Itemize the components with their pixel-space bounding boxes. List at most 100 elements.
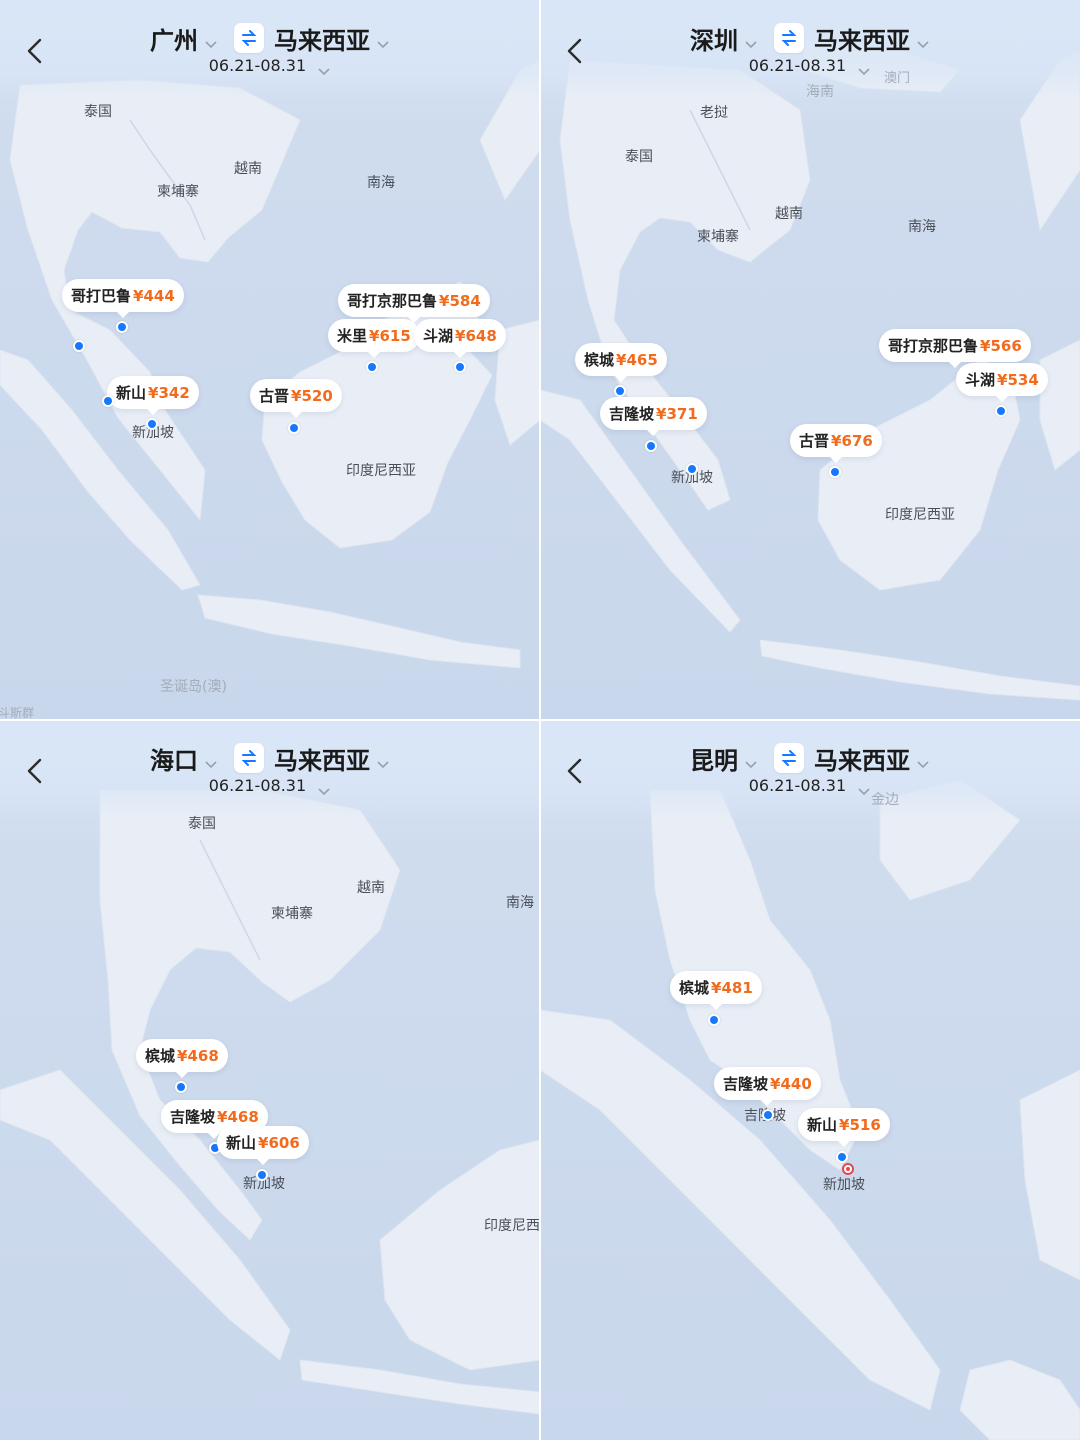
- price-pin[interactable]: 斗湖 ¥648: [414, 319, 506, 358]
- price-pin[interactable]: 哥打京那巴鲁 ¥566: [879, 329, 1031, 368]
- place-label: 新加坡: [243, 1176, 285, 1192]
- swap-button[interactable]: [774, 23, 804, 53]
- place-label: 南海: [367, 175, 395, 191]
- pin-city: 古晋: [799, 432, 830, 450]
- destination-country[interactable]: 马来西亚: [274, 746, 370, 775]
- back-button[interactable]: [24, 36, 50, 68]
- map-panel-shenzhen[interactable]: 深圳 马来西亚 06.21-08.31 海南 澳门 老挝 泰国 越南 柬埔寨 南…: [540, 0, 1080, 720]
- pin-price: ¥566: [980, 336, 1022, 355]
- price-pin[interactable]: 斗湖 ¥534: [956, 363, 1048, 402]
- price-pin[interactable]: 米里 ¥615: [328, 319, 420, 358]
- location-dot-icon[interactable]: [146, 418, 158, 430]
- location-dot-icon[interactable]: [708, 1014, 720, 1026]
- pin-city: 古晋: [259, 387, 290, 405]
- pin-city: 新山: [807, 1116, 838, 1134]
- date-range-selector[interactable]: 06.21-08.31: [0, 776, 540, 795]
- header-bar: 昆明 马来西亚 06.21-08.31: [540, 720, 1080, 820]
- destination-country[interactable]: 马来西亚: [814, 746, 910, 775]
- destination-country[interactable]: 马来西亚: [814, 26, 910, 55]
- price-pin[interactable]: 古晋 ¥676: [790, 424, 882, 463]
- place-label: 圣诞岛(澳): [160, 679, 227, 695]
- location-dot-icon[interactable]: [175, 1081, 187, 1093]
- price-pin[interactable]: 哥打巴鲁 ¥444: [62, 279, 184, 318]
- location-dot-icon[interactable]: [116, 321, 128, 333]
- pin-price: ¥648: [455, 326, 497, 345]
- price-pin[interactable]: 新山 ¥606: [217, 1126, 309, 1165]
- chevron-down-icon[interactable]: [204, 755, 218, 769]
- location-dot-icon[interactable]: [995, 405, 1007, 417]
- place-label: 斗斯群: [0, 706, 35, 720]
- location-dot-icon[interactable]: [366, 361, 378, 373]
- place-label: 澳门: [884, 71, 911, 86]
- destination-country[interactable]: 马来西亚: [274, 26, 370, 55]
- price-pin[interactable]: 新山 ¥516: [798, 1108, 890, 1147]
- chevron-down-icon[interactable]: [376, 35, 390, 49]
- pin-price: ¥465: [616, 350, 658, 369]
- pin-city: 新山: [226, 1134, 257, 1152]
- map-panel-guangzhou[interactable]: 广州 马来西亚 06.21-08.31 泰国 越南 柬埔寨 南海 新加坡 印度尼…: [0, 0, 540, 720]
- map-panel-haikou[interactable]: 海口 马来西亚 06.21-08.31 泰国 越南 柬埔寨 南海 新加坡 印度尼…: [0, 720, 540, 1440]
- pin-city: 槟城: [679, 979, 710, 997]
- swap-button[interactable]: [774, 743, 804, 773]
- target-marker-icon[interactable]: [842, 1163, 854, 1175]
- swap-button[interactable]: [234, 23, 264, 53]
- date-range-selector[interactable]: 06.21-08.31: [540, 776, 1080, 795]
- place-label: 印度尼西: [484, 1218, 540, 1234]
- pin-price: ¥606: [258, 1133, 300, 1152]
- swap-button[interactable]: [234, 743, 264, 773]
- place-label: 新加坡: [132, 425, 174, 441]
- back-button[interactable]: [564, 756, 590, 788]
- location-dot-icon[interactable]: [645, 440, 657, 452]
- chevron-down-icon[interactable]: [916, 35, 930, 49]
- swap-arrows-icon: [241, 30, 257, 46]
- price-pin[interactable]: 古晋 ¥520: [250, 379, 342, 418]
- origin-city[interactable]: 海口: [150, 746, 198, 775]
- header-bar: 广州 马来西亚 06.21-08.31: [0, 0, 540, 100]
- chevron-down-icon[interactable]: [744, 35, 758, 49]
- place-label: 泰国: [188, 816, 216, 832]
- location-dot-icon[interactable]: [256, 1169, 268, 1181]
- swap-arrows-icon: [781, 30, 797, 46]
- pin-city: 吉隆坡: [723, 1075, 769, 1093]
- location-dot-icon[interactable]: [829, 466, 841, 478]
- location-dot-icon[interactable]: [836, 1151, 848, 1163]
- location-dot-icon[interactable]: [614, 385, 626, 397]
- map-panel-kunming[interactable]: 昆明 马来西亚 06.21-08.31 金边 吉隆坡 新加坡 槟城¥481 吉隆…: [540, 720, 1080, 1440]
- origin-city[interactable]: 广州: [150, 26, 198, 55]
- location-dot-icon[interactable]: [762, 1109, 774, 1121]
- location-dot-icon[interactable]: [102, 395, 114, 407]
- origin-city[interactable]: 深圳: [690, 26, 738, 55]
- price-pin[interactable]: 吉隆坡 ¥440: [714, 1067, 821, 1106]
- route-selector: 广州 马来西亚: [0, 18, 540, 58]
- origin-city[interactable]: 昆明: [690, 746, 738, 775]
- price-pin[interactable]: 吉隆坡 ¥371: [600, 397, 707, 436]
- chevron-down-icon[interactable]: [204, 35, 218, 49]
- location-dot-icon[interactable]: [454, 361, 466, 373]
- chevron-down-icon: [857, 782, 871, 795]
- price-pin[interactable]: 新山 ¥342: [107, 376, 199, 415]
- location-dot-icon[interactable]: [288, 422, 300, 434]
- place-label: 柬埔寨: [271, 906, 313, 922]
- chevron-down-icon[interactable]: [744, 755, 758, 769]
- date-range-selector[interactable]: 06.21-08.31: [540, 56, 1080, 75]
- pin-city: 吉隆坡: [609, 405, 655, 423]
- route-selector: 海口 马来西亚: [0, 738, 540, 778]
- date-range: 06.21-08.31: [748, 56, 847, 75]
- map-land: [0, 59, 540, 669]
- date-range-selector[interactable]: 06.21-08.31: [0, 56, 540, 75]
- place-label: 柬埔寨: [697, 229, 739, 245]
- pin-price: ¥468: [177, 1046, 219, 1065]
- back-button[interactable]: [24, 756, 50, 788]
- chevron-down-icon[interactable]: [916, 755, 930, 769]
- location-dot-icon[interactable]: [686, 463, 698, 475]
- back-button[interactable]: [564, 36, 590, 68]
- price-pin[interactable]: 槟城 ¥468: [136, 1039, 228, 1078]
- location-dot-icon[interactable]: [73, 340, 85, 352]
- pin-city: 新山: [116, 384, 147, 402]
- chevron-down-icon[interactable]: [376, 755, 390, 769]
- chevron-down-icon: [317, 62, 331, 75]
- map-land: [0, 789, 540, 1415]
- price-pin[interactable]: 哥打京那巴鲁 ¥584: [338, 284, 490, 323]
- price-pin[interactable]: 槟城 ¥465: [575, 343, 667, 382]
- price-pin[interactable]: 槟城 ¥481: [670, 971, 762, 1010]
